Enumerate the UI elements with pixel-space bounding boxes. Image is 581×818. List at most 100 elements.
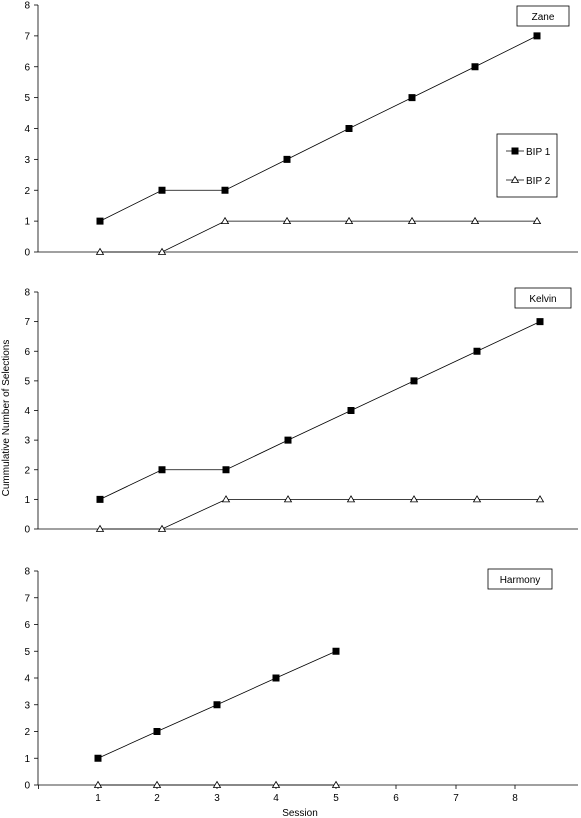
y-tick-label: 1 — [24, 754, 30, 765]
bip2-point — [95, 247, 105, 255]
panel-title: Kelvin — [529, 294, 556, 305]
y-tick-label: 5 — [24, 93, 30, 104]
y-tick-label: 5 — [24, 376, 30, 387]
series-bip1 — [96, 318, 544, 503]
chart-panel-1: 0 1 2 3 4 5 6 7 8 Zane — [24, 1, 578, 259]
bip2-point — [221, 495, 231, 503]
legend-bip1-marker — [511, 147, 519, 155]
chart-panel-3: 0 1 2 3 4 5 6 7 8 1 2 3 4 5 6 7 8 Harmony — [24, 567, 578, 804]
bip1-point — [533, 32, 541, 40]
y-tick-label: 3 — [24, 155, 30, 166]
bip1-point — [272, 674, 280, 682]
y-tick-label: 3 — [24, 700, 30, 711]
bip2-point — [346, 495, 356, 503]
bip2-point — [283, 495, 293, 503]
panel-title-box — [487, 568, 553, 590]
series-bip2-line — [100, 498, 540, 530]
bip2-point — [407, 216, 417, 225]
bip1-point — [158, 186, 166, 194]
x-tick-label: 1 — [95, 793, 101, 804]
chart-panels: 0 1 2 3 4 5 6 7 8 Zane 0 1 2 3 4 5 6 7 8 Kelvin 0 1 2 3 4 5 6 7 8 1 2 3… — [24, 1, 578, 804]
series-bip1-line — [99, 321, 541, 500]
y-tick-label: 6 — [24, 62, 30, 73]
series-bip2-line — [100, 220, 537, 253]
bip1-point — [410, 377, 418, 385]
bip2-point — [331, 780, 341, 788]
bip2-point — [157, 247, 167, 255]
bip1-point — [345, 125, 353, 132]
bip1-point — [158, 466, 166, 474]
bip1-point — [347, 407, 355, 414]
series-bip2 — [93, 780, 341, 788]
bip1-point — [222, 466, 230, 474]
bip1-point — [332, 647, 340, 655]
bip1-point — [96, 495, 104, 503]
bip1-point — [153, 728, 161, 735]
bip1-point — [221, 186, 229, 194]
x-tick-label: 4 — [273, 793, 279, 804]
y-tick-label: 0 — [24, 525, 30, 536]
legend-bip1-label: BIP 1 — [526, 147, 551, 158]
bip1-point — [96, 217, 104, 225]
legend: BIP 1 BIP 2 — [496, 133, 558, 198]
bip2-point — [271, 780, 281, 788]
bip1-point — [94, 754, 102, 762]
y-axis-label: Cummulative Number of Selections — [1, 340, 12, 497]
series-bip1 — [94, 647, 340, 762]
x-tick-label: 5 — [333, 793, 339, 804]
bip2-point — [93, 780, 103, 788]
bip1-point — [284, 436, 292, 444]
y-tick-label: 2 — [24, 186, 30, 197]
series-bip1-line — [99, 35, 538, 222]
panel-title-box — [514, 287, 572, 309]
legend-item-bip1: BIP 1 — [506, 147, 551, 158]
legend-box — [496, 133, 558, 198]
legend-bip2-marker — [510, 175, 520, 183]
y-tick-label: 3 — [24, 436, 30, 447]
bip2-point — [470, 216, 480, 225]
bip2-point — [535, 495, 545, 503]
bip1-point — [408, 94, 416, 102]
bip1-point — [473, 347, 481, 355]
bip2-point — [157, 524, 167, 532]
y-tick-label: 7 — [24, 31, 30, 42]
x-tick-label: 7 — [453, 793, 459, 804]
panel-title: Harmony — [500, 575, 541, 586]
panel-title-box — [516, 5, 570, 27]
y-tick-label: 6 — [24, 347, 30, 358]
x-tick-label: 6 — [393, 793, 399, 804]
y-tick-label: 1 — [24, 495, 30, 506]
y-tick-label: 8 — [24, 1, 30, 12]
x-axis-label: Session — [282, 808, 318, 818]
bip1-point — [536, 318, 544, 326]
chart-panel-2: 0 1 2 3 4 5 6 7 8 Kelvin — [24, 288, 578, 536]
y-tick-label: 0 — [24, 248, 30, 259]
bip1-point — [213, 701, 221, 709]
y-tick-label: 0 — [24, 781, 30, 792]
bip2-point — [532, 216, 542, 225]
x-tick-label: 3 — [214, 793, 220, 804]
y-tick-label: 8 — [24, 288, 30, 299]
y-tick-label: 2 — [24, 465, 30, 476]
bip2-point — [152, 780, 162, 788]
x-tick-label: 8 — [512, 793, 518, 804]
y-tick-label: 1 — [24, 217, 30, 228]
y-tick-label: 8 — [24, 567, 30, 578]
y-tick-label: 4 — [24, 406, 30, 417]
bip1-point — [471, 63, 479, 71]
series-bip1 — [96, 32, 541, 225]
bip2-point — [409, 495, 419, 503]
y-tick-label: 7 — [24, 593, 30, 604]
y-tick-label: 2 — [24, 727, 30, 738]
y-tick-label: 4 — [24, 124, 30, 135]
series-bip2 — [95, 216, 542, 255]
bip2-point — [472, 495, 482, 503]
bip1-point — [283, 155, 291, 163]
y-tick-label: 4 — [24, 674, 30, 685]
y-tick-label: 5 — [24, 647, 30, 658]
bip2-point — [344, 216, 354, 225]
legend-item-bip2: BIP 2 — [506, 175, 551, 187]
y-tick-label: 7 — [24, 317, 30, 328]
series-bip2 — [95, 495, 545, 532]
